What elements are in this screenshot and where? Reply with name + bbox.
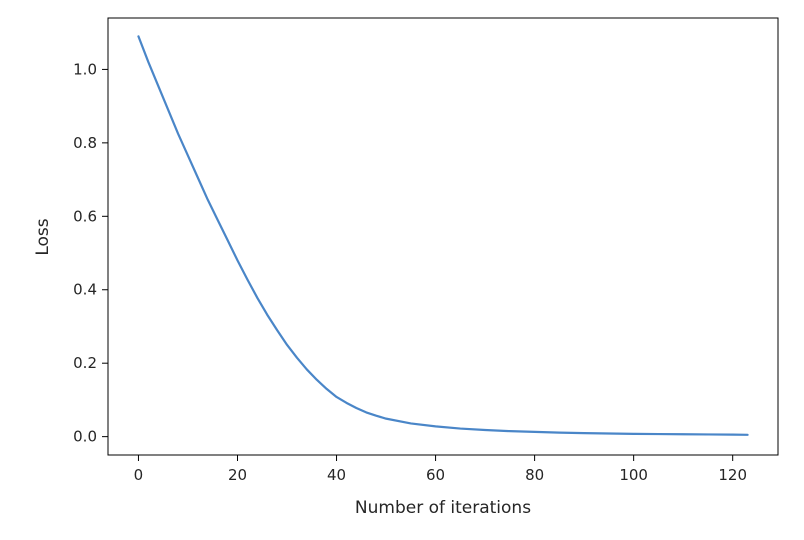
y-axis-ticks: 0.0 0.2 0.4 0.6 0.8 1.0	[73, 60, 108, 446]
x-axis-label: Number of iterations	[355, 498, 531, 518]
plot-area	[108, 18, 778, 455]
y-tick-label: 0.6	[73, 207, 97, 225]
y-tick-label: 0.0	[73, 428, 97, 446]
x-axis-ticks: 0 20 40 60 80 100 120	[134, 455, 747, 484]
y-axis-label: Loss	[33, 218, 53, 255]
y-tick-label: 1.0	[73, 60, 97, 78]
y-tick-label: 0.4	[73, 281, 97, 299]
y-tick-label: 0.8	[73, 134, 97, 152]
loss-series-line	[137, 35, 749, 436]
plot-frame	[107, 17, 779, 456]
x-tick-label: 80	[525, 466, 544, 484]
x-tick-label: 60	[426, 466, 445, 484]
x-tick-label: 40	[327, 466, 346, 484]
y-tick-label: 0.2	[73, 354, 97, 372]
x-tick-label: 100	[619, 466, 648, 484]
x-tick-label: 120	[718, 466, 747, 484]
x-tick-label: 20	[228, 466, 247, 484]
x-tick-label: 0	[134, 466, 144, 484]
